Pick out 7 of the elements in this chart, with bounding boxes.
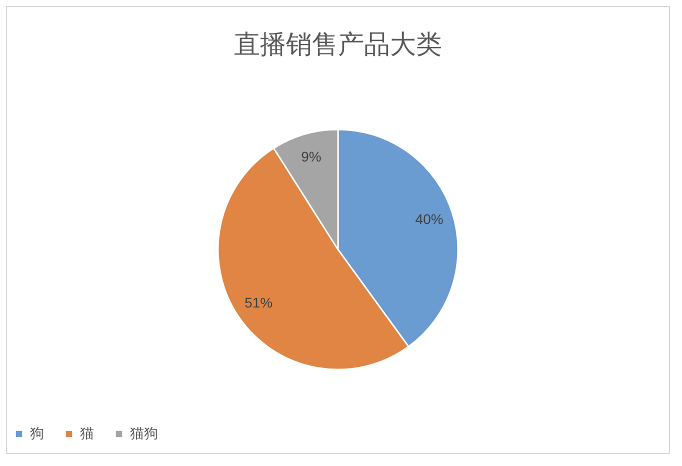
legend-label: 猫 <box>80 425 94 441</box>
data-label: 9% <box>301 148 322 164</box>
data-label: 51% <box>244 294 273 310</box>
chart-title: 直播销售产品大类 <box>234 29 442 59</box>
legend-label: 狗 <box>30 425 44 441</box>
data-label: 40% <box>415 210 444 227</box>
legend-label: 猫狗 <box>130 425 158 441</box>
